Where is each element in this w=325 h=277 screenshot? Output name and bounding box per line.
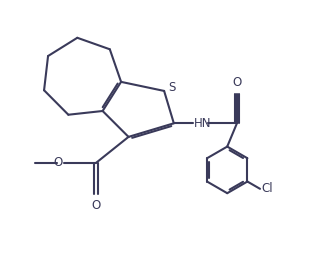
Text: HN: HN (194, 117, 212, 130)
Text: O: O (53, 156, 62, 169)
Text: O: O (92, 199, 101, 212)
Text: O: O (232, 76, 241, 89)
Text: S: S (168, 81, 176, 94)
Text: Cl: Cl (262, 182, 273, 195)
